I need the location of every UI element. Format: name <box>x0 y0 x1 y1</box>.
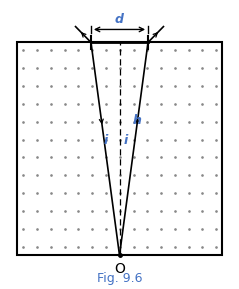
Text: d: d <box>115 13 124 26</box>
Bar <box>17 42 222 255</box>
Text: i: i <box>103 134 107 147</box>
Text: Fig. 9.6: Fig. 9.6 <box>97 272 142 285</box>
Text: h: h <box>133 114 141 127</box>
Text: O: O <box>114 262 125 275</box>
Text: i: i <box>123 134 128 147</box>
